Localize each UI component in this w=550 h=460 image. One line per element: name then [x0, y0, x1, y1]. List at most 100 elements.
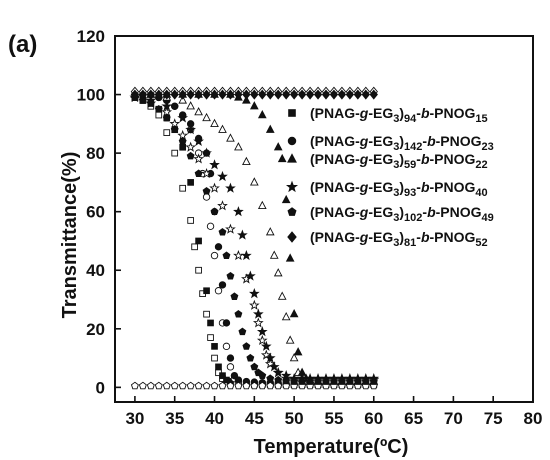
- data-point: [361, 377, 370, 385]
- legend: (PNAG-g-EG3)94-b-PNOG15 (PNAG-g-EG3)142-b…: [285, 105, 494, 249]
- x-tick-label: 40: [205, 409, 224, 428]
- x-tick-label: 55: [324, 409, 343, 428]
- data-point: [314, 377, 322, 385]
- data-point: [237, 229, 248, 240]
- data-point: [210, 89, 219, 100]
- data-point: [217, 170, 228, 182]
- data-point: [178, 137, 187, 145]
- legend-label: (PNAG-g-EG3)93-b-PNOG40: [310, 179, 488, 199]
- data-marks: [129, 86, 380, 390]
- data-point: [210, 118, 219, 127]
- legend-marker: [288, 109, 296, 117]
- data-point: [242, 95, 251, 104]
- legend-marker: [287, 231, 297, 243]
- data-point: [178, 381, 187, 390]
- data-point: [269, 250, 279, 259]
- data-point: [266, 89, 275, 100]
- data-point: [222, 342, 231, 351]
- data-point: [186, 89, 195, 100]
- data-point: [154, 89, 163, 100]
- axis-ticks: 30 35 40 45 50 55 60 65 70 75 80 0 20 40 60 80 100 120: [77, 27, 543, 428]
- data-point: [214, 287, 223, 295]
- data-point: [274, 381, 283, 390]
- data-point: [289, 352, 299, 362]
- data-point: [218, 228, 227, 236]
- data-point: [238, 327, 247, 336]
- data-point: [171, 102, 179, 110]
- data-point: [233, 206, 244, 217]
- data-point: [234, 310, 243, 318]
- data-point: [206, 222, 215, 231]
- data-point: [138, 96, 147, 104]
- data-point: [273, 142, 283, 151]
- data-point: [201, 147, 212, 158]
- data-point: [146, 381, 155, 390]
- x-tick-label: 45: [245, 409, 264, 428]
- x-tick-label: 75: [484, 409, 503, 428]
- data-point: [289, 309, 299, 318]
- data-point: [193, 135, 204, 146]
- data-point: [155, 111, 163, 119]
- data-point: [265, 124, 275, 133]
- data-point: [138, 381, 147, 390]
- data-point: [248, 288, 260, 299]
- legend-label: (PNAG-g-EG3)59-b-PNOG22: [310, 151, 488, 171]
- data-point: [179, 184, 187, 192]
- data-point: [305, 89, 315, 100]
- data-point: [226, 354, 235, 362]
- data-point: [345, 89, 355, 100]
- data-point: [234, 381, 243, 390]
- data-point: [171, 149, 179, 157]
- data-point: [337, 89, 347, 100]
- data-point: [195, 266, 202, 274]
- x-tick-label: 50: [285, 409, 304, 428]
- data-point: [234, 89, 243, 100]
- data-point: [186, 151, 195, 160]
- data-point: [217, 200, 228, 211]
- data-point: [330, 377, 338, 385]
- legend-marker: [287, 136, 297, 146]
- data-point: [187, 217, 194, 224]
- data-point: [257, 200, 267, 209]
- data-point: [191, 243, 198, 251]
- y-tick-label: 60: [86, 203, 105, 222]
- data-point: [313, 89, 323, 100]
- data-point: [202, 187, 211, 195]
- data-point: [274, 89, 283, 100]
- x-tick-label: 35: [165, 409, 184, 428]
- data-point: [265, 227, 275, 236]
- data-point: [306, 377, 315, 385]
- legend-marker: [287, 207, 297, 216]
- data-point: [266, 381, 275, 390]
- data-point: [281, 311, 291, 321]
- data-point: [241, 249, 252, 261]
- data-point: [146, 89, 156, 100]
- data-point: [162, 381, 171, 390]
- data-point: [272, 367, 284, 378]
- data-point: [353, 377, 362, 385]
- plot-frame: [114, 35, 534, 403]
- data-point: [210, 381, 219, 390]
- data-point: [273, 268, 283, 277]
- data-point: [194, 169, 203, 177]
- data-point: [256, 334, 268, 346]
- data-point: [245, 270, 256, 281]
- data-point: [233, 249, 244, 261]
- data-point: [256, 326, 268, 337]
- data-point: [230, 292, 239, 300]
- legend-label: (PNAG-g-EG3)102-b-PNOG49: [310, 204, 494, 224]
- data-point: [285, 253, 295, 262]
- data-point: [170, 381, 179, 390]
- legend-label: (PNAG-g-EG3)94-b-PNOG15: [310, 105, 488, 125]
- data-point: [234, 142, 243, 151]
- data-point: [282, 376, 291, 385]
- legend-label: (PNAG-g-EG3)81-b-PNOG52: [310, 229, 488, 249]
- data-point: [202, 193, 211, 201]
- data-point: [258, 371, 267, 380]
- data-point: [258, 381, 267, 390]
- data-point: [218, 89, 227, 100]
- data-point: [260, 340, 272, 351]
- data-point: [222, 319, 231, 327]
- y-tick-label: 40: [86, 261, 105, 280]
- data-point: [130, 381, 139, 390]
